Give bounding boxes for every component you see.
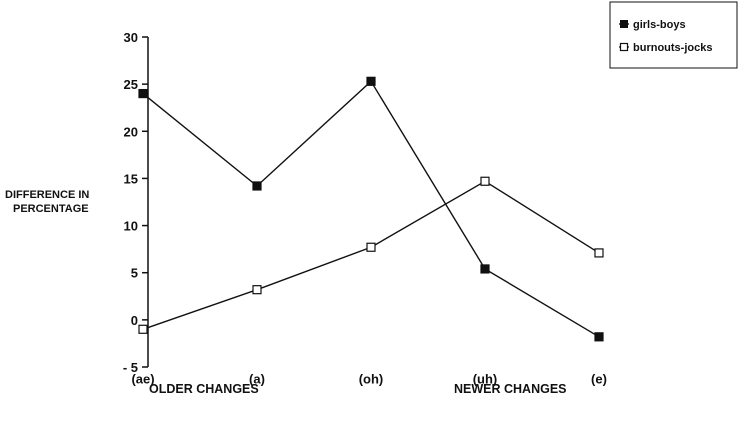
legend-marker-burnouts-jocks [621, 44, 628, 51]
y-tick-label: 25 [124, 77, 138, 92]
series-line [143, 81, 599, 337]
data-point [139, 325, 147, 333]
y-axis-title-line-1: DIFFERENCE IN [5, 189, 89, 201]
legend-label-burnouts-jocks: burnouts-jocks [633, 42, 712, 54]
series-burnouts-jocks [139, 177, 603, 333]
data-point [367, 77, 375, 85]
newer-changes-label: NEWER CHANGES [454, 382, 567, 396]
data-point [595, 249, 603, 257]
y-tick-label: 15 [124, 171, 138, 186]
data-point [595, 333, 603, 341]
series-girls-boys [139, 77, 603, 341]
legend: girls-boys burnouts-jocks [610, 2, 737, 68]
x-tick-label: (e) [591, 372, 607, 387]
x-tick-label: (oh) [359, 372, 384, 387]
data-point [253, 182, 261, 190]
y-tick-label: 30 [124, 30, 138, 45]
data-point [481, 177, 489, 185]
series-line [143, 181, 599, 329]
data-point [481, 265, 489, 273]
series-layer [139, 77, 603, 341]
data-point [139, 90, 147, 98]
older-changes-label: OLDER CHANGES [149, 382, 259, 396]
legend-box [610, 2, 737, 68]
y-tick-label: 0 [131, 313, 138, 328]
data-point [253, 286, 261, 294]
y-axis-title-line-2: PERCENTAGE [13, 203, 89, 215]
y-tick-label: 20 [124, 124, 138, 139]
data-point [367, 243, 375, 251]
legend-marker-girls-boys [621, 21, 628, 28]
y-tick-label: 10 [124, 219, 138, 234]
legend-label-girls-boys: girls-boys [633, 19, 686, 31]
y-ticks [142, 37, 148, 367]
y-tick-label: 5 [131, 266, 138, 281]
